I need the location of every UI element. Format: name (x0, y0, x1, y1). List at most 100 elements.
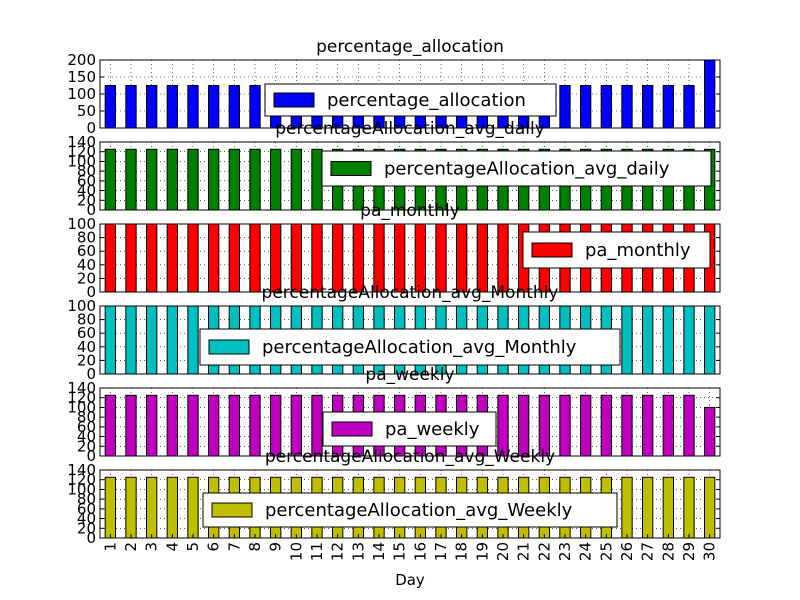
x-tick-label: 17 (432, 542, 450, 561)
x-tick-label: 9 (267, 542, 285, 552)
x-tick-label: 30 (701, 542, 719, 561)
axes-frame (99, 305, 721, 375)
axes-frame (99, 223, 721, 293)
subplot-title: percentageAllocation_avg_Monthly (262, 283, 559, 303)
bar-2 (125, 476, 137, 539)
bar-26 (621, 476, 633, 539)
bar-6 (208, 394, 220, 457)
legend-swatch (330, 161, 372, 176)
x-tick-label: 5 (184, 542, 202, 552)
y-tick-label: 20 (77, 351, 96, 369)
bar-4 (166, 223, 179, 293)
y-tick-label: 120 (67, 143, 96, 161)
bar-1 (104, 476, 116, 539)
subplot-title: pa_monthly (360, 201, 460, 221)
x-tick-label: 28 (659, 542, 677, 561)
x-tick-label: 16 (411, 542, 429, 561)
bar-3 (146, 148, 158, 211)
bar-4 (166, 476, 179, 539)
y-tick-label: 150 (67, 68, 96, 86)
bar-7 (228, 223, 241, 293)
bar-15 (394, 223, 406, 293)
bar-1 (104, 305, 116, 375)
bar-7 (228, 148, 241, 211)
bar-23 (559, 394, 571, 457)
bar-30 (704, 59, 716, 129)
y-tick-label: 40 (77, 256, 96, 274)
y-tick-label: 20 (77, 519, 96, 537)
x-tick-label: 7 (225, 542, 243, 552)
legend-label: pa_monthly (585, 240, 691, 261)
legend-label: percentageAllocation_avg_daily (384, 159, 670, 180)
bar-28 (662, 85, 675, 129)
x-tick-label: 8 (246, 542, 264, 552)
y-tick-label: 0 (86, 365, 96, 383)
bar-2 (125, 223, 137, 293)
x-tick-label: 14 (370, 542, 388, 561)
y-tick-label: 0 (86, 447, 96, 465)
x-tick-label: 29 (680, 542, 698, 561)
bar-7 (228, 394, 241, 457)
bar-11 (311, 223, 323, 293)
legend-label: percentageAllocation_avg_Weekly (265, 500, 573, 521)
subplot-6: 020406080100120140percentageAllocation_a… (67, 447, 721, 547)
bar-29 (683, 85, 695, 129)
y-tick-label: 120 (67, 471, 96, 489)
axes-frame (99, 141, 721, 211)
x-tick-label: 1 (101, 542, 119, 552)
bar-28 (662, 476, 675, 539)
y-tick-label: 80 (77, 311, 96, 329)
y-tick-label: 120 (67, 389, 96, 407)
bar-26 (621, 85, 633, 129)
legend-box (202, 492, 618, 528)
bar-5 (187, 476, 199, 539)
bar-3 (146, 85, 158, 129)
x-tick-label: 12 (329, 542, 347, 561)
bar-4 (166, 85, 179, 129)
y-tick-label: 80 (77, 490, 96, 508)
bar-30 (704, 305, 716, 375)
x-tick-label: 3 (143, 542, 161, 552)
y-tick-label: 100 (67, 297, 96, 315)
subplot-2: 020406080100120140percentageAllocation_a… (67, 119, 721, 219)
bar-27 (642, 394, 654, 457)
bar-27 (642, 85, 654, 129)
bar-19 (476, 223, 488, 293)
x-tick-label: 23 (556, 542, 574, 561)
bar-29 (683, 476, 695, 539)
legend: percentageAllocation_avg_Weekly (202, 492, 618, 528)
x-tick-label: 19 (473, 542, 491, 561)
x-tick-label: 6 (205, 542, 223, 552)
bar-6 (208, 223, 220, 293)
x-tick-label: 2 (122, 542, 140, 552)
bar-16 (414, 223, 426, 293)
bar-8 (249, 394, 261, 457)
y-tick-label: 40 (77, 428, 96, 446)
legend: percentage_allocation (264, 83, 557, 117)
x-tick-label: 25 (597, 542, 615, 561)
subplot-title: percentageAllocation_avg_daily (275, 119, 545, 139)
x-tick-label: 13 (349, 542, 367, 561)
y-tick-label: 40 (77, 510, 96, 528)
subplot-4: 020406080100percentageAllocation_avg_Mon… (67, 283, 721, 383)
legend-swatch (211, 502, 253, 518)
legend-swatch (208, 339, 250, 355)
bar-25 (600, 85, 613, 129)
axes-frame (99, 387, 721, 457)
legend: pa_weekly (322, 411, 497, 447)
legend-swatch (331, 421, 373, 437)
y-tick-label: 80 (77, 408, 96, 426)
y-tick-label: 80 (77, 162, 96, 180)
y-tick-label: 0 (86, 119, 96, 137)
x-tick-label: 11 (308, 542, 326, 561)
y-tick-label: 100 (67, 398, 96, 416)
y-tick-label: 100 (67, 480, 96, 498)
y-tick-label: 20 (77, 191, 96, 209)
y-tick-label: 0 (86, 283, 96, 301)
y-tick-label: 0 (86, 201, 96, 219)
x-tick-label: 18 (453, 542, 471, 561)
bar-2 (125, 394, 137, 457)
bar-7 (228, 85, 241, 129)
